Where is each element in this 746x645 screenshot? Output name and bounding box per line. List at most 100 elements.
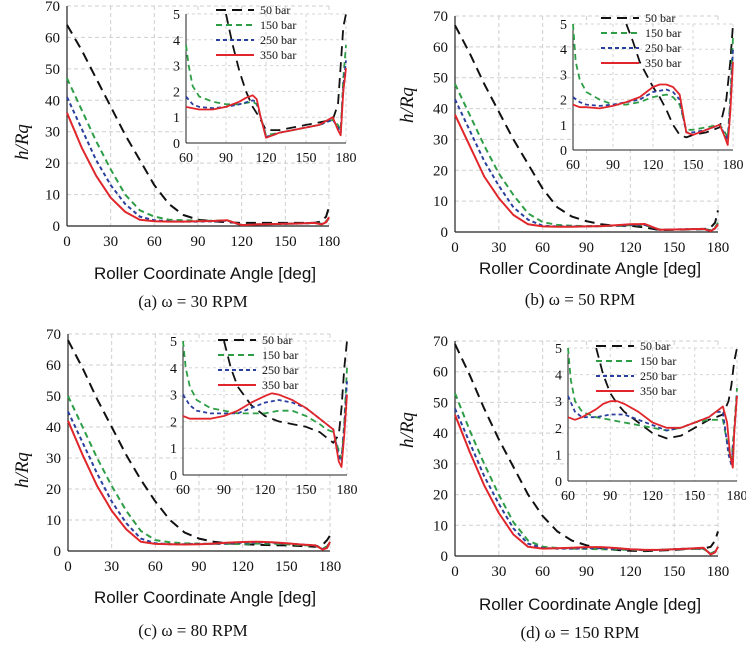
legend-label: 250 bar [262,363,298,377]
y-tick-label: 60 [433,365,448,381]
inset-y-tick-label: 3 [555,395,562,410]
inset-x-tick-label: 120 [643,158,664,173]
inset-y-tick-label: 1 [560,119,567,134]
panel-caption: (d) ω = 150 RPM [520,623,639,642]
inset-plot: 0 1 2 3 4 5 60 90 120 150 180 [170,335,358,498]
x-tick-label: 0 [451,564,459,580]
y-axis-label: h/Rq [397,412,418,448]
y-tick-label: 20 [46,482,61,498]
x-tick-label: 150 [274,234,297,250]
x-tick-label: 90 [191,234,206,250]
y-tick-label: 20 [433,163,448,179]
x-tick-label: 30 [103,234,118,250]
inset-x-tick-label: 150 [296,483,317,498]
inset-y-tick-label: 0 [173,137,180,152]
x-tick-label: 180 [318,234,341,250]
y-tick-label: 30 [433,132,448,148]
inset-x-tick-label: 180 [337,483,358,498]
y-tick-label: 0 [54,544,62,560]
main-series-350-bar [454,114,719,233]
legend-label: 350 bar [260,48,296,62]
x-tick-label: 0 [63,234,71,250]
y-tick-label: 60 [45,30,60,46]
legend-label: 250 bar [645,41,681,55]
inset-series-150-bar [182,340,348,460]
inset-x-tick-label: 120 [255,483,276,498]
y-tick-label: 30 [45,125,60,141]
y-tick-label: 40 [45,93,60,109]
x-tick-label: 30 [491,240,506,256]
x-tick-label: 120 [619,564,642,580]
inset-x-tick-label: 150 [683,158,704,173]
y-tick-label: 50 [433,395,448,411]
inset-y-tick-label: 0 [170,469,177,484]
inset-y-tick-label: 4 [170,362,177,377]
main-series-350-bar [67,420,331,551]
y-tick-label: 60 [46,358,61,374]
legend-label: 250 bar [640,369,676,383]
x-axis-label: Roller Coordinate Angle [deg] [479,595,701,614]
inset-x-tick-label: 60 [179,151,193,166]
legend-label: 50 bar [640,339,670,353]
inset-series-350-bar [572,61,734,146]
y-tick-label: 10 [433,518,448,534]
y-tick-label: 30 [46,451,61,467]
x-tick-label: 0 [64,559,72,575]
inset-y-tick-label: 5 [170,335,177,350]
main-series-250-bar [454,98,719,232]
y-tick-label: 0 [441,549,449,565]
inset-x-tick-label: 180 [336,151,357,166]
inset-series-250-bar [182,381,348,463]
main-series-350-bar [454,414,719,556]
x-tick-label: 0 [451,240,459,256]
x-tick-label: 60 [148,559,163,575]
inset-y-tick-label: 3 [560,68,567,83]
x-tick-label: 150 [663,564,686,580]
x-tick-label: 60 [535,564,550,580]
x-tick-label: 180 [319,559,342,575]
legend-label: 150 bar [260,18,296,32]
inset-x-tick-label: 90 [606,158,620,173]
inset-y-tick-label: 0 [555,475,562,490]
inset-y-tick-label: 5 [555,342,562,357]
y-tick-label: 50 [46,389,61,405]
inset-x-tick-label: 60 [176,483,190,498]
y-tick-label: 30 [433,457,448,473]
y-tick-label: 50 [433,71,448,87]
inset-plot: 0 1 2 3 4 5 60 90 120 150 180 [173,8,357,166]
y-axis-label: h/Rq [397,87,418,123]
inset-x-tick-label: 180 [727,489,746,504]
x-tick-label: 30 [491,564,506,580]
inset-series-250-bar [572,49,734,141]
legend-label: 50 bar [645,11,675,25]
panel-caption: (b) ω = 50 RPM [525,290,636,309]
y-tick-label: 50 [45,62,60,78]
y-tick-label: 60 [433,40,448,56]
x-tick-label: 180 [707,240,730,256]
y-tick-label: 0 [53,219,61,235]
main-series-150-bar [454,392,719,555]
x-tick-label: 120 [231,559,254,575]
y-tick-label: 70 [433,9,448,25]
inset-y-tick-label: 4 [555,369,562,384]
inset-y-tick-label: 2 [170,415,177,430]
legend-label: 150 bar [262,348,298,362]
panel-caption: (a) ω = 30 RPM [138,292,248,311]
y-tick-label: 40 [433,102,448,118]
y-tick-label: 70 [433,334,448,350]
inset-series-350-bar [567,395,738,469]
inset-x-tick-label: 120 [256,151,277,166]
inset-y-tick-label: 1 [173,111,180,126]
inset-x-tick-label: 60 [566,158,580,173]
x-axis-label: Roller Coordinate Angle [deg] [94,588,316,607]
inset-y-tick-label: 0 [560,144,567,159]
inset-y-tick-label: 4 [560,43,567,58]
legend-label: 250 bar [260,33,296,47]
